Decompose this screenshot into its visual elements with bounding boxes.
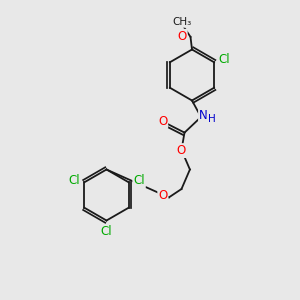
Text: O: O <box>158 189 167 203</box>
Text: O: O <box>176 144 185 157</box>
Text: N: N <box>199 109 208 122</box>
Text: O: O <box>158 115 167 128</box>
Text: CH₃: CH₃ <box>172 17 191 27</box>
Text: Cl: Cl <box>219 53 230 66</box>
Text: O: O <box>178 30 187 43</box>
Text: Cl: Cl <box>101 225 112 239</box>
Text: Cl: Cl <box>133 174 145 187</box>
Text: Cl: Cl <box>68 174 80 187</box>
Text: H: H <box>208 114 215 124</box>
